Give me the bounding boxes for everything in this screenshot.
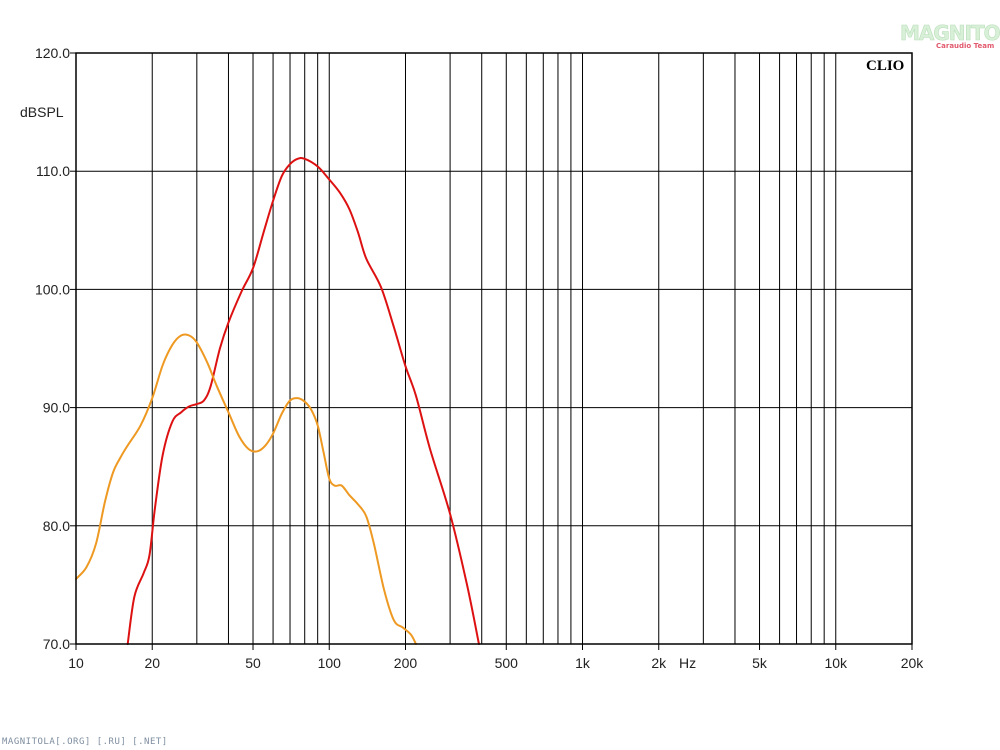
x-tick-label: 10 (68, 655, 84, 671)
y-axis-label: dBSPL (20, 104, 64, 120)
x-tick-label: 100 (318, 655, 342, 671)
watermark-logo-text: MAGNITOLA (900, 21, 1000, 45)
series-layer (75, 156, 480, 645)
series-line-1 (126, 156, 480, 645)
x-tick-label: 20 (144, 655, 160, 671)
y-tick-label: 90.0 (43, 400, 70, 416)
x-axis-ticks: 10 20 50 100 200 500 1k 2k 5k 10k 20k (68, 644, 924, 671)
x-tick-label: 1k (575, 655, 591, 671)
x-tick-label: 5k (752, 655, 768, 671)
x-tick-label: 2k (651, 655, 667, 671)
watermark-logo: MAGNITOLA Caraudio Team (900, 21, 1000, 50)
x-tick-label: 500 (495, 655, 519, 671)
watermark-tagline: Caraudio Team (936, 42, 994, 50)
series-line-2 (75, 333, 417, 645)
y-tick-label: 100.0 (35, 281, 70, 297)
y-tick-label: 70.0 (43, 636, 70, 652)
x-axis-unit: Hz (679, 655, 696, 671)
y-tick-label: 110.0 (36, 163, 70, 179)
x-tick-label: 20k (901, 655, 925, 671)
x-tick-label: 10k (824, 655, 848, 671)
x-tick-label: 50 (245, 655, 261, 671)
clio-brand-label: CLIO (866, 58, 904, 74)
y-tick-label: 80.0 (43, 518, 70, 534)
y-tick-label: 120.0 (35, 45, 70, 61)
grid (76, 53, 912, 644)
y-axis-ticks: 70.0 80.0 90.0 100.0 110.0 120.0 (35, 45, 76, 652)
x-tick-label: 200 (394, 655, 418, 671)
watermark-footer: MAGNITOLA[.ORG] [.RU] [.NET] (2, 737, 168, 747)
plot-frame (75, 52, 913, 645)
